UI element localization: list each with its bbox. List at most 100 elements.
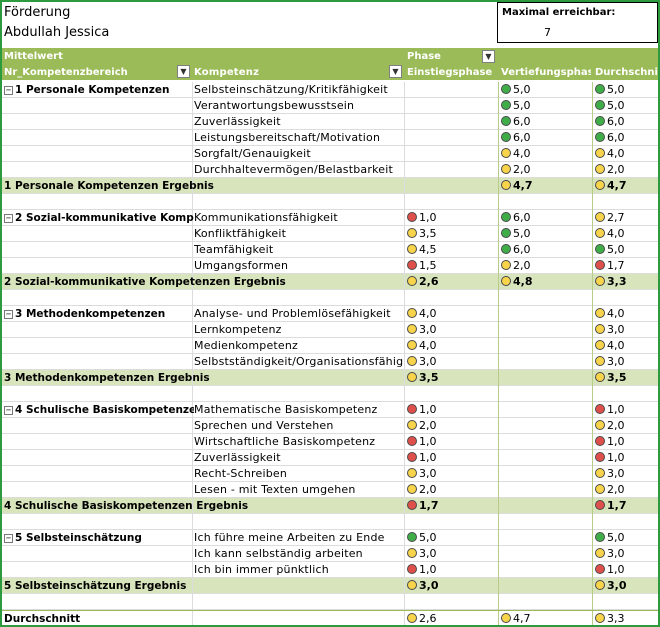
einstieg-value-cell[interactable]: 3,0 — [405, 466, 497, 482]
durchschnitt-value-cell[interactable]: 4,0 — [593, 338, 658, 354]
kompetenz-cell[interactable]: Konfliktfähigkeit — [194, 227, 287, 240]
ergebnis-label[interactable]: 4 Schulische Basiskompetenzen Ergebnis — [4, 500, 249, 512]
einstieg-value-cell[interactable]: 1,0 — [405, 402, 497, 418]
kompetenzbereich-cell[interactable] — [4, 130, 194, 146]
einstieg-value-cell[interactable]: 4,0 — [405, 306, 497, 322]
durchschnitt-value-cell[interactable]: 3,0 — [593, 322, 658, 338]
einstieg-value-cell[interactable]: 4,5 — [405, 242, 497, 258]
einstieg-value-cell[interactable]: 2,0 — [405, 418, 497, 434]
ergebnis-label[interactable]: 1 Personale Kompetenzen Ergebnis — [4, 180, 214, 192]
ergebnis-label[interactable]: 3 Methodenkompetenzen Ergebnis — [4, 372, 210, 384]
einstieg-value-cell[interactable] — [405, 162, 497, 178]
vertiefung-value-cell[interactable]: 2,0 — [499, 162, 591, 178]
kompetenz-cell[interactable]: Medienkompetenz — [194, 339, 299, 352]
kompetenz-cell[interactable]: Sorgfalt/Genauigkeit — [194, 147, 311, 160]
vertiefung-value-cell[interactable] — [499, 466, 591, 482]
einstieg-value-cell[interactable]: 2,0 — [405, 482, 497, 498]
einstieg-value-cell[interactable]: 1,0 — [405, 562, 497, 578]
kompetenzbereich-cell[interactable] — [4, 562, 194, 578]
durchschnitt-value-cell[interactable]: 5,0 — [593, 82, 658, 98]
kompetenz-cell[interactable]: Ich führe meine Arbeiten zu Ende — [194, 531, 385, 544]
einstieg-value-cell[interactable] — [405, 146, 497, 162]
kompetenz-cell[interactable]: Sprechen und Verstehen — [194, 419, 334, 432]
kompetenzbereich-cell[interactable] — [4, 338, 194, 354]
durchschnitt-value-cell[interactable]: 5,0 — [593, 530, 658, 546]
kompetenz-cell[interactable]: Analyse- und Problemlösefähigkeit — [194, 307, 391, 320]
einstieg-value-cell[interactable]: 1,0 — [405, 434, 497, 450]
einstieg-value-cell[interactable]: 3,0 — [405, 354, 497, 370]
durchschnitt-value-cell[interactable]: 1,0 — [593, 562, 658, 578]
kompetenzbereich-cell[interactable] — [4, 114, 194, 130]
vertiefung-value-cell[interactable] — [499, 402, 591, 418]
durchschnitt-value-cell[interactable]: 3,0 — [593, 354, 658, 370]
einstieg-value-cell[interactable] — [405, 114, 497, 130]
vertiefung-value-cell[interactable]: 2,0 — [499, 258, 591, 274]
durchschnitt-value-cell[interactable]: 2,7 — [593, 210, 658, 226]
einstieg-value-cell[interactable]: 1,5 — [405, 258, 497, 274]
collapse-icon[interactable]: − — [4, 214, 13, 223]
kompetenz-cell[interactable]: Ich kann selbständig arbeiten — [194, 547, 363, 560]
phase-filter-dropdown[interactable]: ▼ — [482, 50, 495, 63]
ergebnis-label[interactable]: 2 Sozial-kommunikative Kompetenzen Ergeb… — [4, 276, 286, 288]
einstieg-value-cell[interactable]: 3,0 — [405, 546, 497, 562]
vertiefung-value-cell[interactable]: 6,0 — [499, 114, 591, 130]
durchschnitt-value-cell[interactable]: 3,3 — [593, 274, 658, 290]
kompetenzbereich-cell[interactable] — [4, 450, 194, 466]
vertiefung-value-cell[interactable] — [499, 354, 591, 370]
durchschnitt-value-cell[interactable]: 5,0 — [593, 242, 658, 258]
durchschnitt-value-cell[interactable]: 1,0 — [593, 402, 658, 418]
collapse-icon[interactable]: − — [4, 406, 13, 415]
kompetenzbereich-cell[interactable] — [4, 466, 194, 482]
kompetenz-cell[interactable]: Mathematische Basiskompetenz — [194, 403, 378, 416]
vertiefung-value-cell[interactable] — [499, 418, 591, 434]
kompetenzbereich-cell[interactable]: −1 Personale Kompetenzen — [4, 82, 194, 98]
kompetenz-cell[interactable]: Leistungsbereitschaft/Motivation — [194, 131, 381, 144]
einstieg-value-cell[interactable]: 3,0 — [405, 322, 497, 338]
durchschnitt-value-cell[interactable]: 1,7 — [593, 258, 658, 274]
einstieg-value-cell[interactable] — [405, 82, 497, 98]
vertiefung-value-cell[interactable]: 6,0 — [499, 242, 591, 258]
durchschnitt-value-cell[interactable]: 4,7 — [593, 178, 658, 194]
vertiefung-value-cell[interactable]: 4,7 — [499, 611, 591, 625]
durchschnitt-value-cell[interactable]: 5,0 — [593, 98, 658, 114]
vertiefung-value-cell[interactable]: 6,0 — [499, 210, 591, 226]
durchschnitt-value-cell[interactable]: 3,0 — [593, 546, 658, 562]
vertiefung-value-cell[interactable] — [499, 498, 591, 514]
durchschnitt-value-cell[interactable]: 6,0 — [593, 114, 658, 130]
einstieg-value-cell[interactable] — [405, 98, 497, 114]
kompetenzbereich-cell[interactable]: −3 Methodenkompetenzen — [4, 306, 194, 322]
durchschnitt-value-cell[interactable]: 4,0 — [593, 306, 658, 322]
kompetenz-cell[interactable]: Lesen - mit Texten umgehen — [194, 483, 356, 496]
durchschnitt-value-cell[interactable]: 1,0 — [593, 434, 658, 450]
vertiefung-value-cell[interactable]: 5,0 — [499, 226, 591, 242]
kompetenzbereich-cell[interactable]: −4 Schulische Basiskompetenzen — [4, 402, 194, 418]
ergebnis-label[interactable]: 5 Selbsteinschätzung Ergebnis — [4, 580, 187, 592]
kompetenz-cell[interactable]: Recht-Schreiben — [194, 467, 288, 480]
kompetenz-cell[interactable]: Ich bin immer pünktlich — [194, 563, 329, 576]
durchschnitt-value-cell[interactable]: 2,0 — [593, 162, 658, 178]
vertiefung-value-cell[interactable] — [499, 546, 591, 562]
einstieg-value-cell[interactable]: 1,0 — [405, 450, 497, 466]
kompetenzbereich-cell[interactable] — [4, 482, 194, 498]
kompetenzbereich-cell[interactable] — [4, 242, 194, 258]
vertiefung-value-cell[interactable]: 5,0 — [499, 82, 591, 98]
einstieg-value-cell[interactable]: 3,5 — [405, 370, 497, 386]
kompetenzbereich-cell[interactable] — [4, 322, 194, 338]
vertiefung-value-cell[interactable]: 6,0 — [499, 130, 591, 146]
kompetenzbereich-cell[interactable] — [4, 146, 194, 162]
durchschnitt-value-cell[interactable]: 1,7 — [593, 498, 658, 514]
vertiefung-value-cell[interactable] — [499, 578, 591, 594]
vertiefung-value-cell[interactable] — [499, 530, 591, 546]
einstieg-value-cell[interactable] — [405, 178, 497, 194]
vertiefung-value-cell[interactable] — [499, 306, 591, 322]
vertiefung-value-cell[interactable] — [499, 322, 591, 338]
kompetenz-cell[interactable]: Wirtschaftliche Basiskompetenz — [194, 435, 376, 448]
vertiefung-value-cell[interactable] — [499, 482, 591, 498]
vertiefung-value-cell[interactable] — [499, 338, 591, 354]
durchschnitt-value-cell[interactable]: 4,0 — [593, 226, 658, 242]
kompetenz-filter-dropdown[interactable]: ▼ — [389, 65, 402, 78]
kompetenzbereich-cell[interactable] — [4, 434, 194, 450]
kompetenz-cell[interactable]: Zuverlässigkeit — [194, 115, 281, 128]
max-value-cell[interactable]: 7 — [544, 26, 551, 39]
durchschnitt-value-cell[interactable]: 2,0 — [593, 482, 658, 498]
